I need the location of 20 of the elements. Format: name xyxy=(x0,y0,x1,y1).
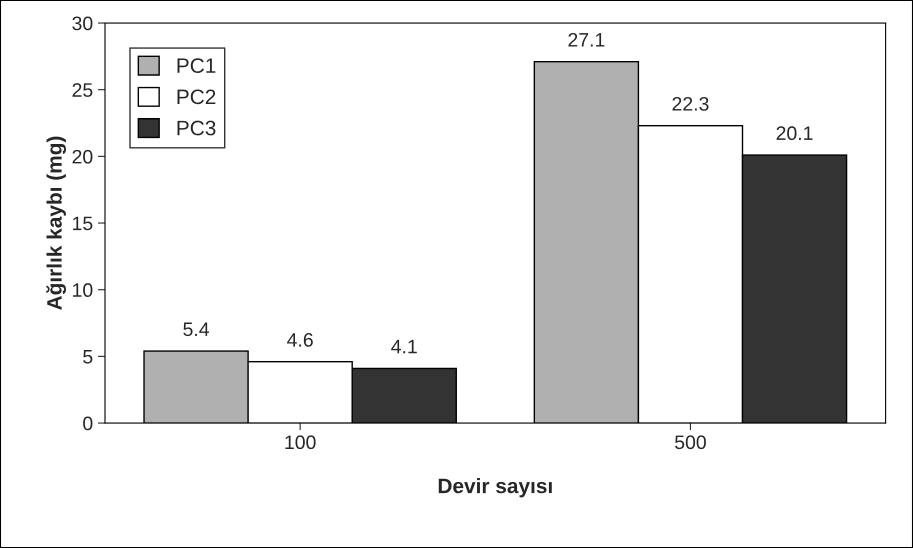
y-tick-label: 15 xyxy=(73,216,92,230)
y-tick-label: 25 xyxy=(72,83,92,97)
legend-label: PC3 xyxy=(178,120,216,136)
y-tick-label: 20 xyxy=(72,150,92,164)
data-label: 20.1 xyxy=(776,126,813,140)
data-label: 4.1 xyxy=(391,340,417,354)
data-label: 22.3 xyxy=(672,96,709,111)
y-tick-label: 0 xyxy=(83,416,92,430)
data-label: 5.4 xyxy=(183,322,210,336)
y-tick-label: 10 xyxy=(73,283,92,297)
legend-label: PC2 xyxy=(178,89,216,104)
legend-label: PC1 xyxy=(178,58,216,74)
y-tick-label: 30 xyxy=(72,16,92,30)
y-tick-label: 5 xyxy=(83,350,92,364)
x-tick-label: 100 xyxy=(285,435,316,450)
data-label: 4.6 xyxy=(287,332,313,347)
x-axis-title: Devir sayısı xyxy=(438,478,552,498)
y-axis-title: Ağırlık kaybı (mg) xyxy=(46,136,66,310)
x-tick-label: 500 xyxy=(675,435,706,450)
data-label: 27.1 xyxy=(568,32,604,47)
